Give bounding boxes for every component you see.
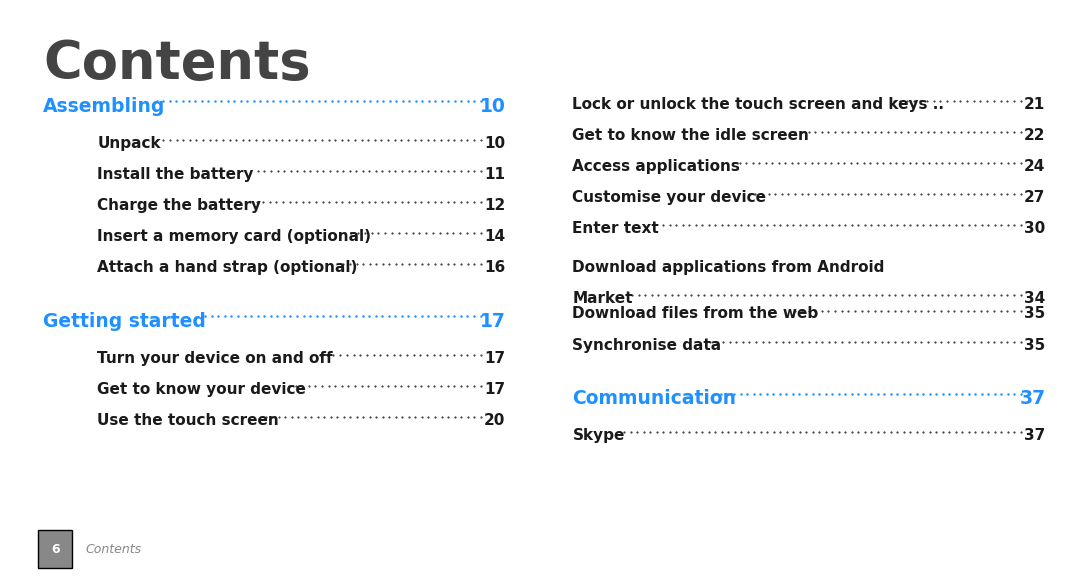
Text: Lock or unlock the touch screen and keys ..: Lock or unlock the touch screen and keys… [572,97,944,112]
Text: Download files from the web: Download files from the web [572,306,819,322]
Text: 17: 17 [480,312,505,331]
Text: Install the battery: Install the battery [97,167,254,182]
Text: 11: 11 [485,167,505,182]
Text: Get to know the idle screen: Get to know the idle screen [572,128,809,143]
Text: Synchronise data: Synchronise data [572,338,721,353]
Text: Access applications: Access applications [572,159,740,174]
Text: Use the touch screen: Use the touch screen [97,413,279,428]
Text: 30: 30 [1024,221,1045,236]
Text: Get to know your device: Get to know your device [97,382,306,397]
Text: Getting started: Getting started [43,312,206,331]
Text: 10: 10 [480,97,505,115]
Text: 17: 17 [484,382,505,397]
Text: Unpack: Unpack [97,136,161,151]
Text: 22: 22 [1024,128,1045,143]
Text: Contents: Contents [85,543,141,556]
Text: 21: 21 [1024,97,1045,112]
Text: 34: 34 [1024,291,1045,306]
Text: 37: 37 [1020,389,1045,408]
Text: Download applications from Android: Download applications from Android [572,260,885,275]
Text: Market: Market [572,291,633,306]
Text: 27: 27 [1024,190,1045,205]
Text: 6: 6 [51,543,59,556]
Text: 35: 35 [1024,306,1045,322]
Text: Assembling: Assembling [43,97,165,115]
Text: 12: 12 [484,198,505,213]
Text: 10: 10 [484,136,505,151]
Text: Skype: Skype [572,428,624,444]
FancyBboxPatch shape [38,530,72,568]
Text: 14: 14 [484,229,505,244]
Text: Charge the battery: Charge the battery [97,198,261,213]
Text: Communication: Communication [572,389,737,408]
Text: 35: 35 [1024,338,1045,353]
Text: Attach a hand strap (optional): Attach a hand strap (optional) [97,260,357,275]
Text: Customise your device: Customise your device [572,190,767,205]
Text: 24: 24 [1024,159,1045,174]
Text: Insert a memory card (optional): Insert a memory card (optional) [97,229,372,244]
Text: 37: 37 [1024,428,1045,444]
Text: 20: 20 [484,413,505,428]
Text: Enter text: Enter text [572,221,659,236]
Text: 16: 16 [484,260,505,275]
Text: Contents: Contents [43,38,311,90]
Text: Turn your device on and off: Turn your device on and off [97,351,333,366]
Text: 17: 17 [484,351,505,366]
